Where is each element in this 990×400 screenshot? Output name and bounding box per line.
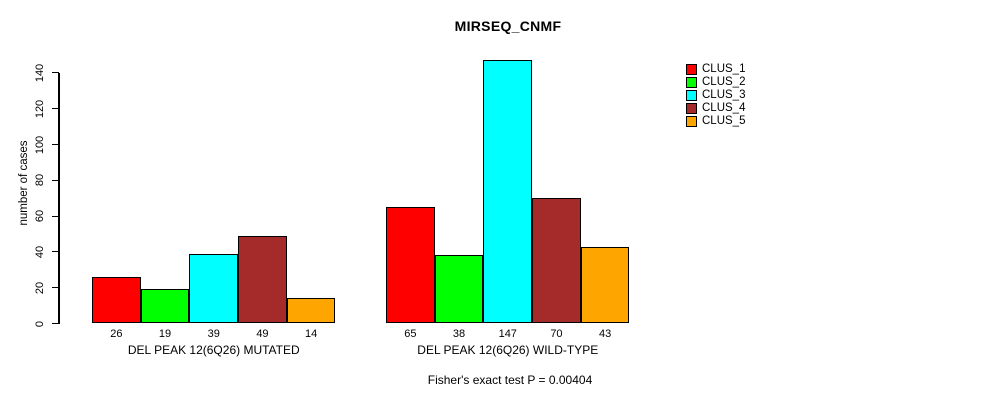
y-tick [52, 108, 59, 110]
y-axis-label: number of cases [18, 140, 30, 226]
y-tick-label: 60 [34, 209, 46, 223]
legend-label: CLUS_2 [702, 76, 746, 88]
bar-clus_2-group1 [140, 289, 190, 324]
bar-value-label: 43 [599, 328, 612, 340]
bar-clus_1-group1 [92, 276, 141, 324]
fisher-test-caption: Fisher's exact test P = 0.00404 [427, 373, 593, 387]
bar-clus_1-group2 [386, 207, 435, 324]
y-axis-line [58, 72, 60, 325]
y-tick [52, 179, 59, 181]
y-tick-label: 80 [34, 174, 46, 187]
bar-value-label: 65 [404, 328, 417, 340]
legend-item: CLUS_1 [686, 63, 745, 76]
bar-value-label: 39 [207, 328, 220, 340]
y-tick [52, 72, 59, 74]
y-tick [52, 287, 59, 289]
legend-label: CLUS_5 [702, 115, 746, 127]
bar-clus_3-group2 [483, 60, 533, 324]
legend-swatch [686, 64, 697, 75]
bar-value-label: 38 [452, 328, 466, 340]
x-group-label: DEL PEAK 12(6Q26) WILD-TYPE [417, 343, 599, 357]
bar-value-label: 19 [158, 328, 172, 340]
bar-clus_2-group2 [434, 255, 484, 324]
y-tick-label: 20 [34, 281, 46, 294]
x-group-label: DEL PEAK 12(6Q26) MUTATED [127, 343, 300, 357]
legend-swatch [686, 103, 697, 114]
bar-clus_4-group1 [238, 235, 287, 324]
bar-value-label: 49 [256, 328, 269, 340]
chart-title: MIRSEQ_CNMF [454, 18, 562, 34]
y-tick [52, 251, 59, 253]
legend-swatch [686, 90, 697, 101]
y-tick [52, 143, 59, 146]
y-tick [52, 215, 59, 217]
legend: CLUS_1 CLUS_2 CLUS_3 CLUS_4 CLUS_5 [686, 63, 745, 128]
legend-swatch [686, 116, 697, 127]
y-tick-label: 140 [34, 63, 46, 83]
legend-item: CLUS_5 [686, 115, 745, 128]
bar-value-label: 70 [550, 328, 563, 340]
legend-item: CLUS_2 [686, 76, 745, 89]
bar-clus_5-group1 [286, 298, 336, 324]
legend-item: CLUS_4 [686, 102, 745, 115]
bar-clus_3-group1 [189, 253, 239, 324]
y-tick-label: 0 [34, 320, 46, 327]
bar-value-label: 14 [305, 328, 318, 340]
bar-value-label: 147 [498, 328, 517, 340]
y-tick [52, 322, 59, 325]
y-tick-label: 100 [34, 135, 46, 154]
legend-label: CLUS_4 [702, 102, 746, 114]
bar-clus_5-group2 [580, 246, 630, 324]
y-tick-label: 40 [34, 245, 46, 259]
legend-item: CLUS_3 [686, 89, 745, 102]
bar-clus_4-group2 [532, 198, 581, 324]
legend-label: CLUS_3 [702, 89, 746, 101]
bar-value-label: 26 [110, 328, 123, 340]
legend-swatch [686, 77, 697, 88]
y-tick-label: 120 [34, 99, 46, 118]
legend-label: CLUS_1 [702, 63, 746, 75]
